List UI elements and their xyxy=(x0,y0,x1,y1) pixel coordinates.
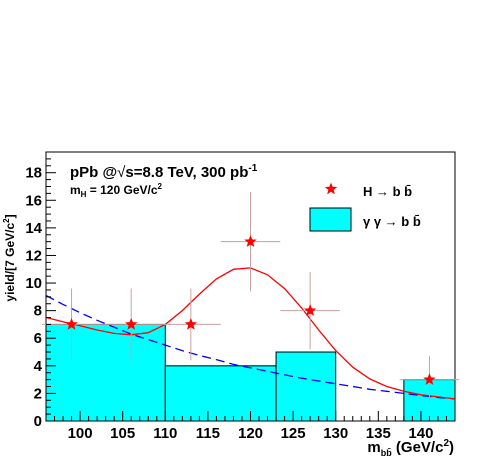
signal-point xyxy=(161,288,221,361)
annotation-higgs-mass: mH = 120 GeV/c2 xyxy=(70,182,163,199)
signal-point xyxy=(220,192,281,292)
mass-sub: H xyxy=(81,190,87,199)
background-histogram xyxy=(45,323,456,422)
sqrt-symbol: √ xyxy=(117,164,126,181)
y-axis-label-main: yield/[7 GeV/c xyxy=(3,223,17,302)
y-tick-label: 12 xyxy=(25,247,42,264)
x-axis-label-units-sup: 2 xyxy=(443,438,449,449)
signal-point xyxy=(41,288,102,361)
legend-star-shape xyxy=(324,182,338,195)
histogram-bin xyxy=(164,365,277,422)
y-tick-label: 16 xyxy=(25,192,42,209)
x-tick-label: 130 xyxy=(323,425,348,442)
star-marker xyxy=(423,373,436,385)
x-tick-label: 115 xyxy=(196,425,220,442)
mass-value: = 120 GeV/c xyxy=(86,183,157,197)
signal-point xyxy=(280,272,340,350)
annotation-sup: -1 xyxy=(248,163,257,174)
histogram-bin xyxy=(45,323,166,422)
y-tick-label: 14 xyxy=(25,220,42,237)
y-axis-label-end: ] xyxy=(3,214,17,218)
y-tick-label: 18 xyxy=(25,165,42,182)
x-axis-label-main: m xyxy=(367,439,380,456)
star-marker xyxy=(65,317,78,330)
legend-background-label: γ γ → b b̄ xyxy=(363,214,421,229)
histogram-bin xyxy=(275,351,337,422)
x-tick-label: 125 xyxy=(281,425,306,442)
x-tick-label: 120 xyxy=(238,425,263,442)
y-axis-ticks: 0 2 4 6 8 10 12 14 16 18 xyxy=(25,151,56,430)
x-axis-label: mbb̄ (GeV/c2) xyxy=(367,438,454,458)
annotation-text-2: s=8.8 TeV, 300 pb xyxy=(125,164,248,181)
legend-background-swatch xyxy=(309,207,352,232)
signal-point xyxy=(101,288,162,361)
mass-symbol: m xyxy=(70,183,81,197)
x-axis-ticks: 100 105 110 115 120 125 130 135 140 xyxy=(45,411,456,442)
x-tick-label: 100 xyxy=(68,425,93,442)
x-tick-label: 110 xyxy=(153,425,177,442)
y-tick-label: 10 xyxy=(25,275,42,292)
x-tick-label: 140 xyxy=(408,425,433,442)
star-marker xyxy=(125,317,138,330)
y-tick-label: 8 xyxy=(34,303,42,320)
star-marker xyxy=(244,235,257,247)
x-axis-label-sub: bb̄ xyxy=(381,448,392,458)
y-tick-label: 6 xyxy=(34,330,42,347)
annotation-collision: pPb @√s=8.8 TeV, 300 pb-1 xyxy=(70,163,258,181)
legend-signal-label: H → b b̄ xyxy=(363,184,412,199)
background-fit-line xyxy=(45,294,456,400)
y-tick-label: 0 xyxy=(34,413,42,430)
x-tick-label: 135 xyxy=(366,425,391,442)
x-axis-label-units-end: ) xyxy=(449,439,454,456)
x-axis-label-units: (GeV/c xyxy=(396,439,444,456)
x-tick-label: 105 xyxy=(110,425,135,442)
y-axis-label-sup: 2 xyxy=(2,218,11,223)
annotation-text-1: pPb @ xyxy=(70,164,117,181)
signal-points xyxy=(41,192,460,404)
signal-point xyxy=(399,356,460,404)
y-tick-label: 2 xyxy=(34,385,42,402)
background-fit-curve xyxy=(45,294,456,400)
star-marker xyxy=(303,304,317,316)
y-tick-label: 4 xyxy=(34,358,43,375)
star-marker xyxy=(184,317,198,330)
mass-sup: 2 xyxy=(158,182,163,191)
legend: H → b b̄ γ γ → b b̄ xyxy=(309,182,421,232)
y-axis-label: yield/[7 GeV/c2] xyxy=(2,214,17,301)
legend-signal-marker xyxy=(324,182,338,195)
